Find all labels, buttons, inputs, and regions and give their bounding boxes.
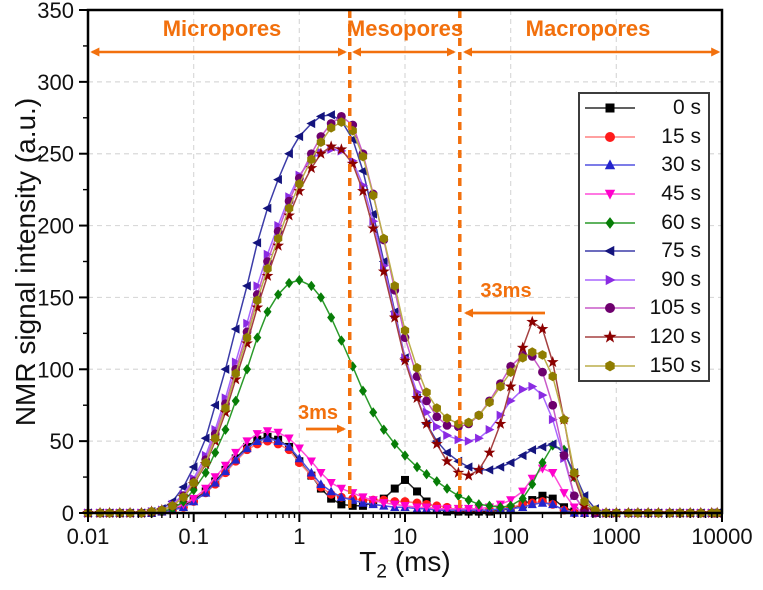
x-tick-label: 1 bbox=[293, 524, 305, 549]
y-tick-label: 300 bbox=[37, 70, 74, 95]
y-tick-label: 200 bbox=[37, 214, 74, 239]
annotation-3ms: 3ms bbox=[297, 402, 339, 424]
x-axis-title-unit: (ms) bbox=[394, 546, 451, 577]
legend: 0 s 15 s 30 s 45 s 60 s 75 s 90 s 105 s 120 s 150… bbox=[578, 92, 710, 382]
legend-item-30s: 30 s bbox=[580, 151, 708, 179]
x-axis-title-subscript: 2 bbox=[376, 561, 387, 583]
region-label-macropores: Macropores bbox=[525, 16, 651, 41]
legend-marker-square-icon bbox=[585, 103, 635, 113]
legend-marker-triangle-down-icon bbox=[585, 189, 635, 200]
x-tick-label: 10000 bbox=[691, 524, 752, 549]
x-tick-label: 100 bbox=[492, 524, 529, 549]
y-tick-label: 350 bbox=[37, 0, 74, 23]
legend-label: 105 s bbox=[649, 296, 701, 320]
legend-label: 120 s bbox=[649, 325, 701, 349]
y-tick-label: 0 bbox=[62, 501, 74, 526]
legend-label: 75 s bbox=[661, 239, 701, 263]
legend-label: 150 s bbox=[649, 353, 701, 377]
legend-item-15s: 15 s bbox=[580, 123, 708, 151]
y-tick-label: 100 bbox=[37, 357, 74, 382]
legend-marker-star-icon bbox=[585, 330, 635, 343]
legend-item-60s: 60 s bbox=[580, 209, 708, 237]
legend-item-0s: 0 s bbox=[580, 94, 708, 122]
y-axis-title: NMR signal intensity (a.u.) bbox=[10, 97, 41, 427]
y-tick-label: 50 bbox=[50, 429, 74, 454]
legend-marker-diamond-icon bbox=[585, 216, 635, 229]
legend-marker-circle-icon bbox=[585, 303, 635, 314]
legend-label: 45 s bbox=[661, 182, 701, 206]
legend-label: 90 s bbox=[661, 267, 701, 291]
legend-marker-hexagon-icon bbox=[585, 360, 635, 372]
legend-marker-circle-icon bbox=[585, 131, 635, 142]
annotation-33ms: 33ms bbox=[480, 280, 532, 302]
legend-marker-triangle-left-icon bbox=[585, 246, 635, 257]
gridlines bbox=[88, 10, 722, 513]
x-axis-title-base: T bbox=[359, 546, 377, 577]
legend-item-75s: 75 s bbox=[580, 237, 708, 265]
x-axis-title: T2 (ms) bbox=[88, 546, 722, 584]
legend-marker-triangle-right-icon bbox=[585, 274, 635, 286]
legend-item-45s: 45 s bbox=[580, 180, 708, 208]
region-label-micropores: Micropores bbox=[162, 16, 282, 41]
y-tick-label: 150 bbox=[37, 285, 74, 310]
legend-label: 30 s bbox=[661, 153, 701, 177]
legend-item-105s: 105 s bbox=[580, 294, 708, 322]
y-tick-label: 250 bbox=[37, 142, 74, 167]
legend-label: 60 s bbox=[661, 210, 701, 234]
legend-label: 15 s bbox=[661, 124, 701, 148]
axes: 0.01 0.1 1 10 100 1000 10000 0 50 100 150 200 250 300… bbox=[37, 0, 752, 549]
legend-item-90s: 90 s bbox=[580, 266, 708, 294]
legend-item-120s: 120 s bbox=[580, 323, 708, 351]
x-tick-label: 0.1 bbox=[178, 524, 209, 549]
legend-item-150s: 150 s bbox=[580, 352, 708, 380]
region-label-mesopores: Mesopores bbox=[346, 16, 464, 41]
legend-label: 0 s bbox=[672, 96, 701, 120]
legend-marker-triangle-up-icon bbox=[585, 159, 635, 170]
x-tick-label: 10 bbox=[393, 524, 417, 549]
x-tick-label: 1000 bbox=[592, 524, 641, 549]
x-tick-label: 0.01 bbox=[67, 524, 110, 549]
